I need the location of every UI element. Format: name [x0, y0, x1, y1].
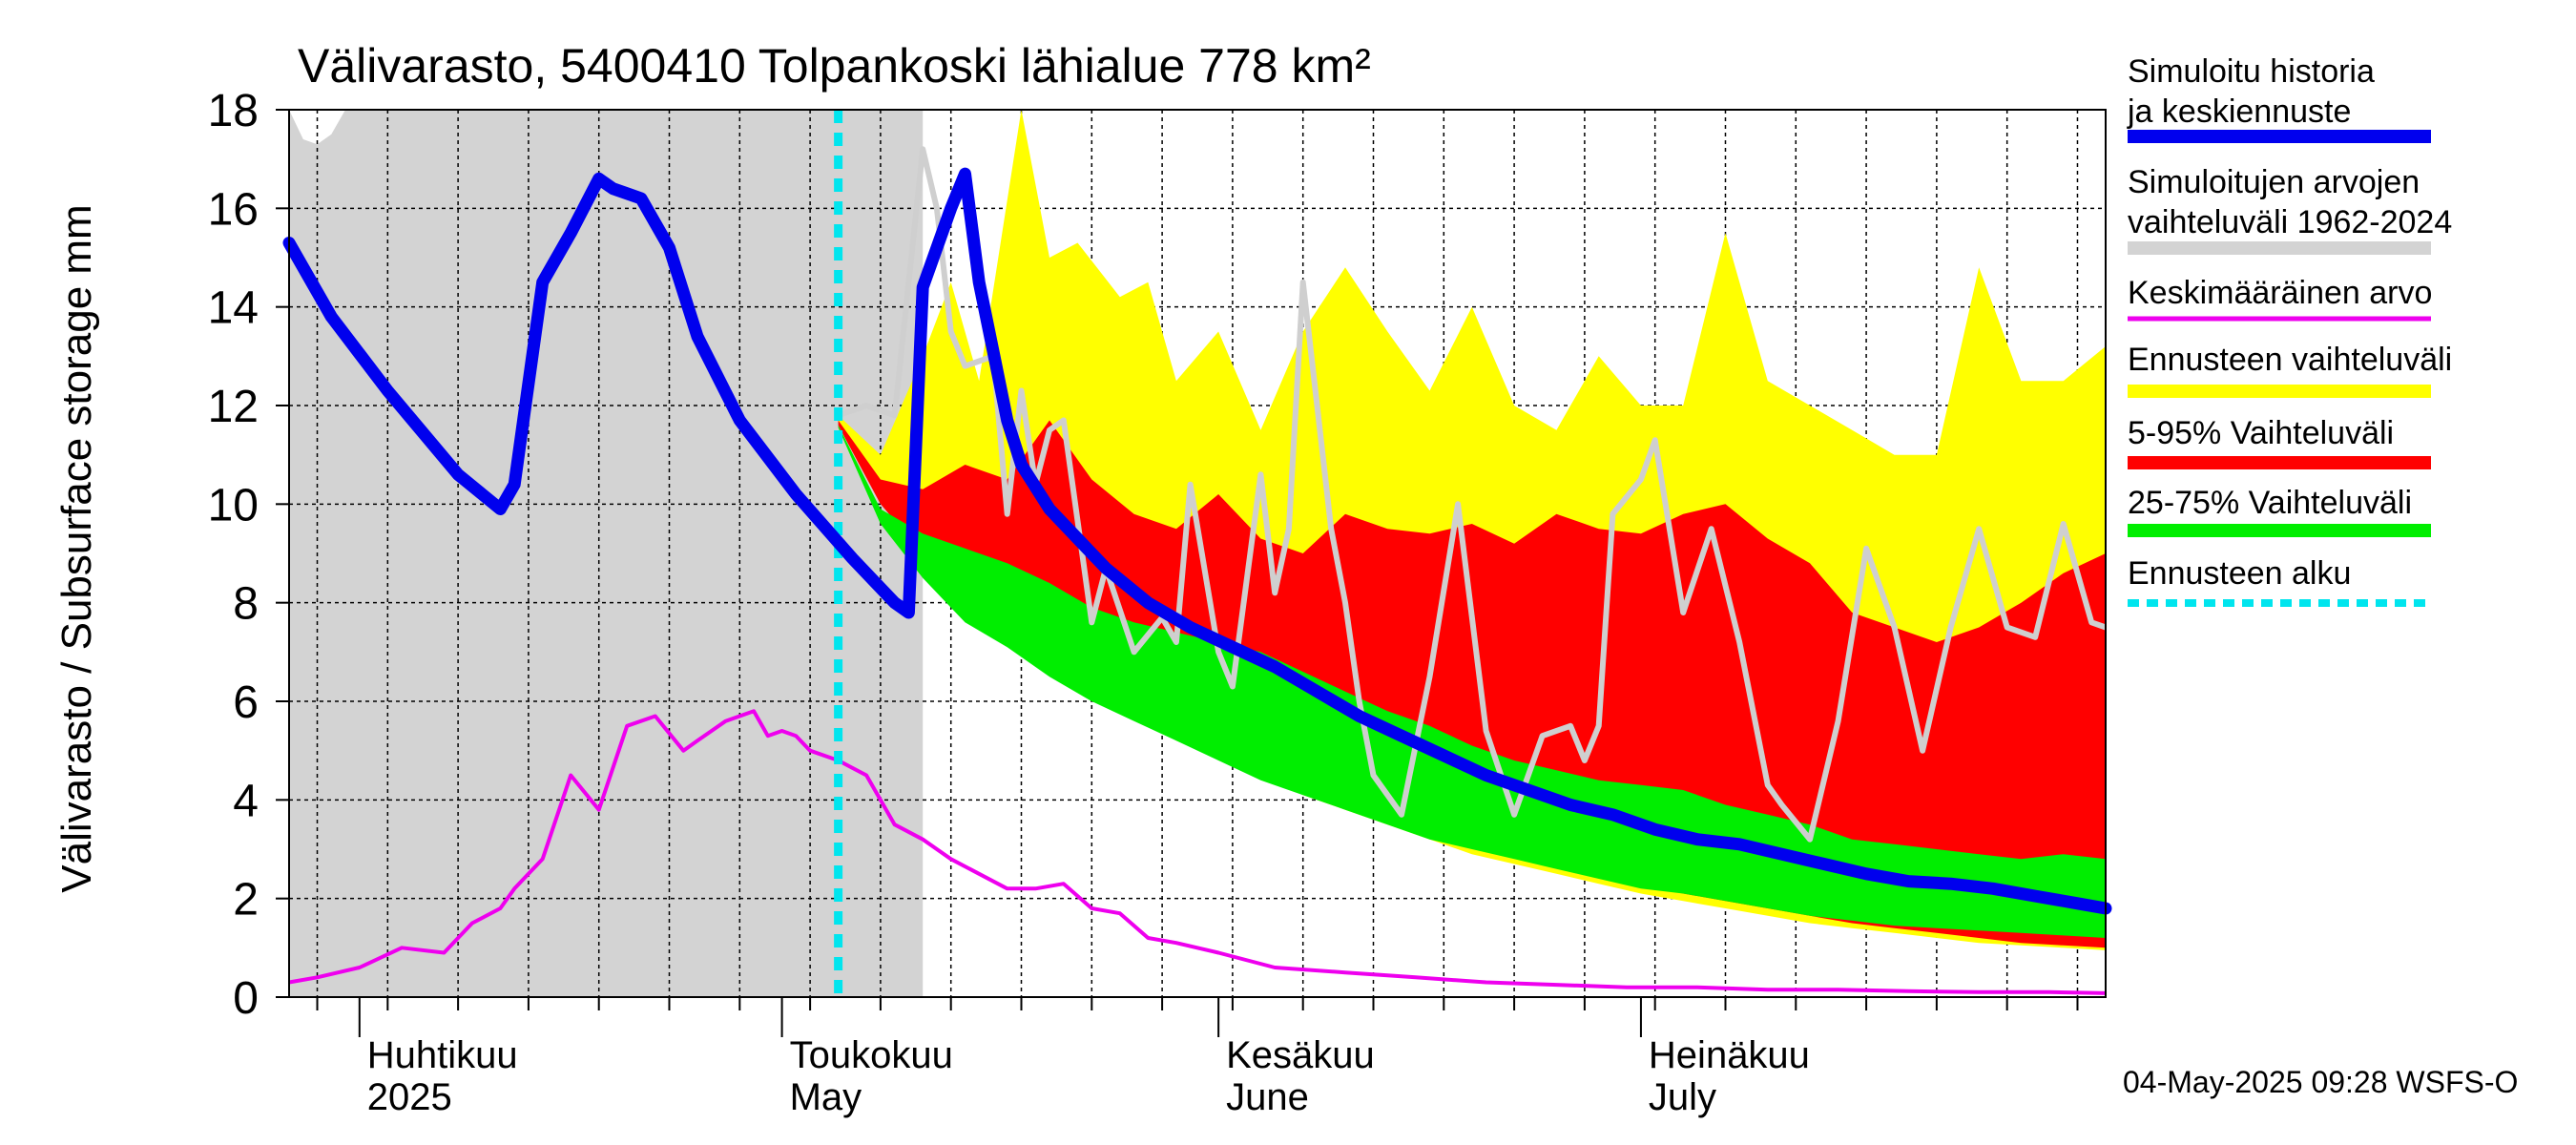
grey-history-trace-line	[837, 146, 2107, 843]
y-axis-label: Välivarasto / Subsurface storage mm	[53, 204, 100, 892]
x-month-sublabel: June	[1226, 1076, 1309, 1118]
history-range-band	[289, 110, 924, 997]
legend-label: 5-95% Vaihteluväli	[2128, 415, 2394, 451]
mean-forecast-line	[282, 167, 2112, 915]
history-range-area	[289, 110, 924, 997]
footer-timestamp: 04-May-2025 09:28 WSFS-O	[2123, 1065, 2518, 1099]
historical-mean-line	[288, 709, 2107, 995]
legend-label-line: Simuloitujen arvojen	[2128, 164, 2420, 200]
y-tick-label: 18	[208, 86, 259, 136]
series-lines	[282, 110, 2112, 997]
legend-label: 25-75% Vaihteluväli	[2128, 485, 2412, 521]
x-month-label: Kesäkuu	[1226, 1034, 1375, 1076]
legend-label-line: Simuloitu historia	[2128, 53, 2375, 90]
y-tick-label: 0	[233, 973, 259, 1024]
y-tick-label: 16	[208, 184, 259, 235]
legend-label: Ennusteen alku	[2128, 555, 2351, 592]
legend-label-line: vaihteluväli 1962-2024	[2128, 204, 2452, 240]
legend-label: Simuloitu historia ja keskiennuste	[2127, 53, 2375, 130]
y-tick-label: 10	[208, 480, 259, 531]
y-tick-label: 2	[233, 875, 259, 926]
legend-label-line: ja keskiennuste	[2127, 94, 2351, 130]
x-month-sublabel: 2025	[367, 1076, 452, 1118]
y-tick-label: 14	[208, 283, 259, 334]
legend-label: Simuloitujen arvojen vaihteluväli 1962-20…	[2128, 164, 2452, 240]
x-month-label: Huhtikuu	[367, 1034, 518, 1076]
y-tick-label: 8	[233, 579, 259, 630]
y-tick-label: 4	[233, 776, 259, 826]
legend-label: Keskimääräinen arvo	[2128, 275, 2432, 311]
x-month-sublabel: May	[790, 1076, 862, 1118]
x-month-label: Toukokuu	[790, 1034, 953, 1076]
plot-frame	[288, 109, 2107, 998]
x-month-sublabel: July	[1649, 1076, 1716, 1118]
legend-label: Ennusteen vaihteluväli	[2128, 342, 2452, 378]
x-month-label: Heinäkuu	[1649, 1034, 1810, 1076]
y-tick-label: 12	[208, 382, 259, 432]
y-tick-label: 6	[233, 677, 259, 728]
chart-title: Välivarasto, 5400410 Tolpankoski lähialu…	[298, 39, 1371, 93]
legend: Simuloitu historia ja keskiennusteSimuloi…	[2127, 53, 2452, 607]
